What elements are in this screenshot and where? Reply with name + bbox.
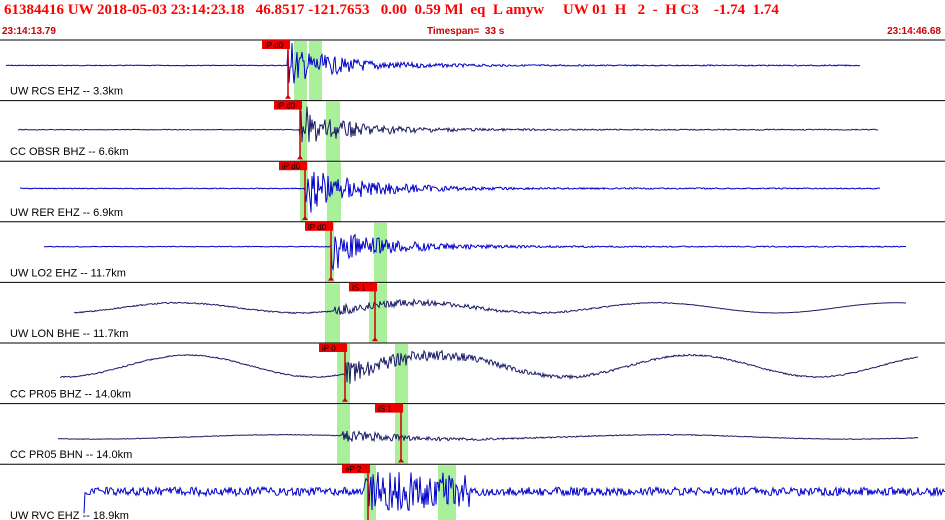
pick-window[interactable] [309,41,322,101]
waveform [19,171,881,213]
pick-window[interactable] [369,283,387,343]
station-label: UW LON BHE -- 11.7km [10,328,128,340]
station-label: UW RER EHZ -- 6.9km [10,207,123,219]
pick-arrow [342,397,348,402]
waveform [17,106,879,143]
station-label: CC PR05 BHZ -- 14.0km [10,389,131,401]
waveform [59,349,919,384]
pick-arrow [372,336,378,342]
pick-label: eP 2 [345,465,362,474]
trace-row[interactable]: iP 0 CC PR05 BHZ -- 14.0km [0,342,945,404]
pick-window[interactable] [300,101,307,162]
pick-label: iP d0 [282,162,301,171]
pick-window[interactable] [325,283,340,343]
pick-label: iS 1 [352,283,366,292]
station-label: UW RCS EHZ -- 3.3km [10,86,123,98]
station-label: CC PR05 BHN -- 14.0km [10,449,132,461]
pick-label: iP d0 [265,41,284,50]
start-time: 23:14:13.79 [2,26,56,37]
pick-label: iS 1 [378,405,392,414]
pick-arrow [398,458,404,463]
waveform [5,43,861,84]
pick-label-box[interactable] [349,282,377,292]
pick-label-box[interactable] [262,40,290,49]
pick-arrow [297,155,303,160]
pick-label-box[interactable] [274,100,302,110]
pick-window[interactable] [294,41,307,101]
pick-window[interactable] [300,162,308,222]
waveform [73,298,906,315]
pick-arrow [302,215,308,220]
pick-window[interactable] [327,162,341,222]
pick-label-box[interactable] [305,221,333,231]
trace-row[interactable]: iS 1 CC PR05 BHN -- 14.0km [0,403,945,465]
pick-arrow [328,276,334,281]
trace-row[interactable]: iP d0 UW LO2 EHZ -- 11.7km [0,221,945,283]
pick-label-box[interactable] [375,403,403,413]
station-label: UW LO2 EHZ -- 11.7km [10,267,126,279]
pick-label: iP d0 [308,223,327,232]
event-header: 61384416 UW 2018-05-03 23:14:23.18 46.85… [4,2,779,18]
timespan-label: Timespan= 33 s [427,26,505,37]
waveform [83,472,945,514]
end-time: 23:14:46.68 [887,26,941,37]
trace-row[interactable]: iP d0 UW RCS EHZ -- 3.3km [0,39,945,101]
pick-window[interactable] [326,101,340,162]
trace-row[interactable]: iP d0 UW RER EHZ -- 6.9km [0,160,945,222]
pick-label-box[interactable] [279,161,307,171]
pick-label: iP d0 [277,102,296,111]
waveform [57,429,919,443]
station-label: UW RVC EHZ -- 18.9km [10,510,129,520]
pick-window[interactable] [325,222,334,283]
station-label: CC OBSR BHZ -- 6.6km [10,146,129,158]
pick-label-box[interactable] [342,464,370,474]
trace-row[interactable]: iS 1 UW LON BHE -- 11.7km [0,281,945,343]
pick-window[interactable] [395,344,408,404]
pick-arrow [285,94,291,99]
trace-row[interactable]: iP d0 CC OBSR BHZ -- 6.6km [0,100,945,162]
pick-label-box[interactable] [319,343,347,352]
pick-label: iP 0 [322,344,336,353]
waveform [43,233,907,272]
trace-row[interactable]: eP 2 UW RVC EHZ -- 18.9km [0,463,945,520]
